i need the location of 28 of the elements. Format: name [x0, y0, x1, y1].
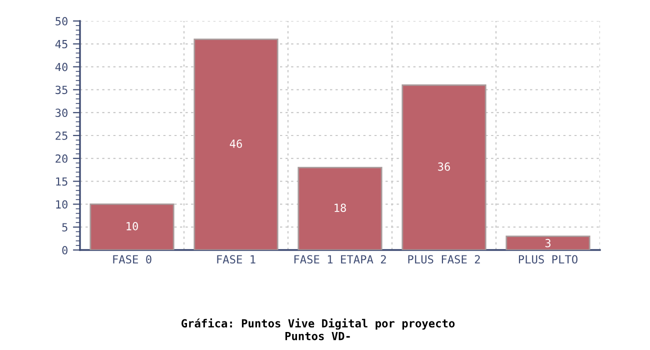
y-tick-label: 20 [56, 154, 68, 163]
x-tick-label: FASE 1 [217, 255, 256, 264]
bar [194, 38, 278, 250]
bar [402, 84, 486, 250]
y-tick-label: 15 [56, 177, 68, 186]
x-tick-label: PLUS PLTO [518, 255, 578, 264]
data-label: 36 [438, 162, 450, 171]
y-tick-label: 0 [62, 246, 68, 254]
bar [506, 236, 590, 250]
y-tick-label: 10 [56, 200, 68, 209]
x-tick-label: PLUS FASE 2 [408, 255, 480, 264]
bar [90, 204, 174, 250]
y-tick-label: 5 [62, 223, 68, 232]
y-tick-label: 35 [56, 86, 68, 94]
y-tick-label: 45 [55, 40, 68, 48]
data-label: 10 [126, 222, 138, 230]
bar [298, 166, 382, 250]
data-label: 3 [545, 238, 551, 248]
data-label: 18 [334, 204, 346, 212]
x-tick-label: FASE 0 [113, 255, 152, 264]
y-tick-label: 30 [56, 108, 68, 118]
y-tick-label: 25 [56, 132, 68, 140]
y-tick-label: 50 [56, 17, 68, 26]
text: Puntos VD- [285, 332, 350, 340]
y-tick-label: 40 [55, 62, 68, 72]
x-tick-label: FASE 1 ETAPA 2 [294, 255, 386, 264]
data-label: 46 [230, 140, 242, 148]
text: Gráfica: Puntos Vive Digital por proyecto [182, 318, 455, 330]
